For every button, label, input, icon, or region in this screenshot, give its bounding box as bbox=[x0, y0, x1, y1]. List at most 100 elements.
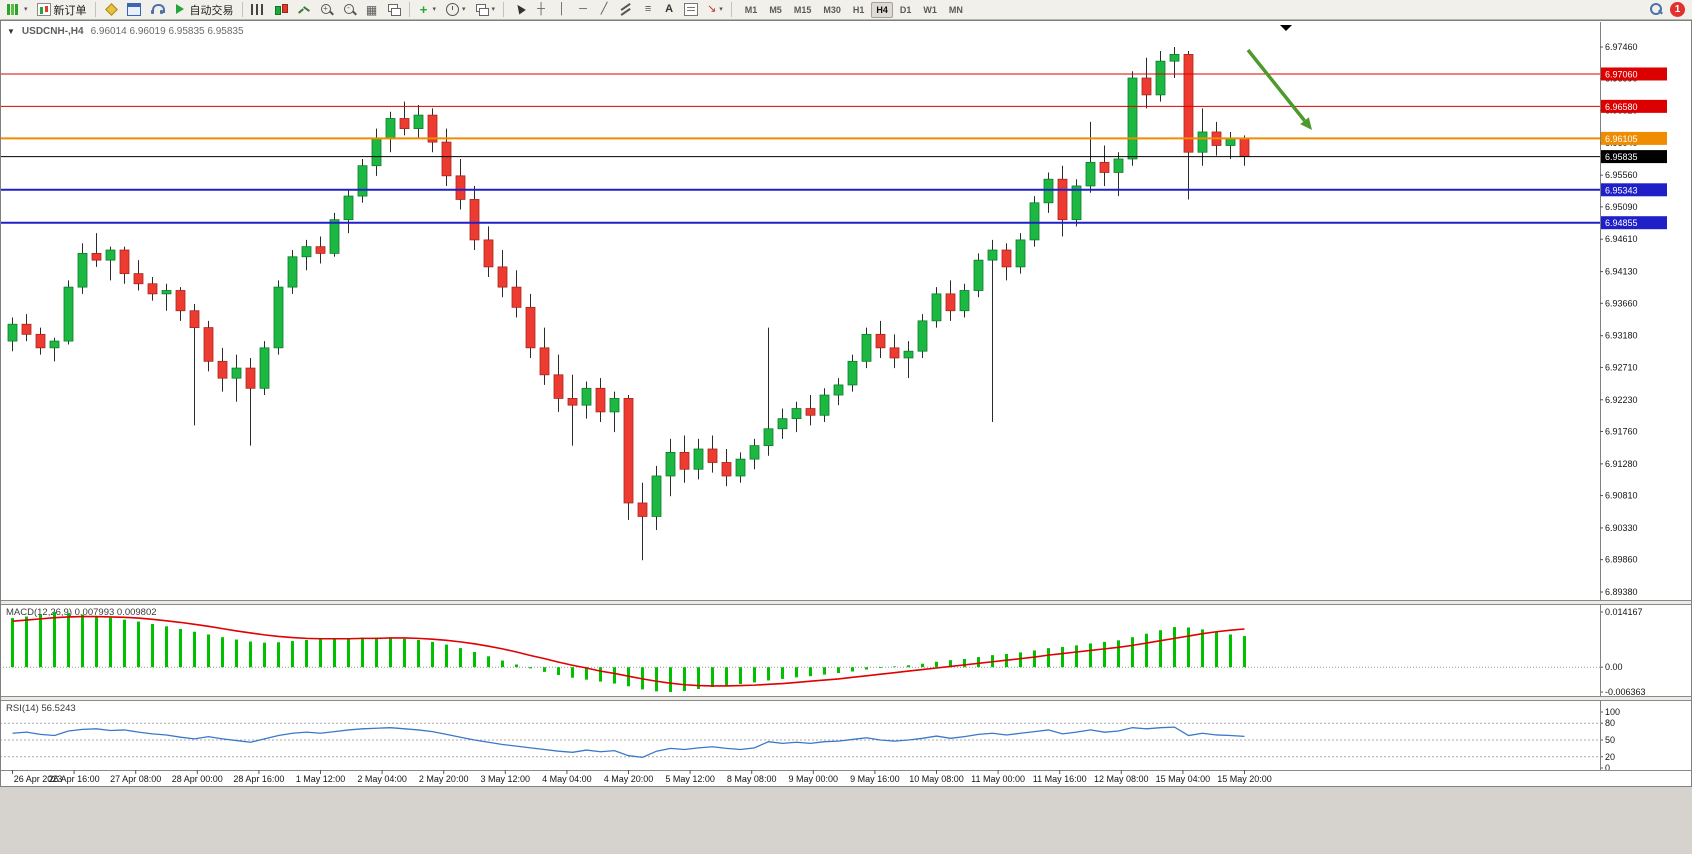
channel-tool-button[interactable] bbox=[615, 1, 637, 19]
vertical-line-tool-button[interactable]: │ bbox=[552, 1, 572, 19]
svg-text:6.91280: 6.91280 bbox=[1605, 459, 1638, 469]
templates-icon bbox=[475, 3, 489, 16]
crosshair-icon: ┼ bbox=[537, 3, 545, 15]
svg-text:12 May 08:00: 12 May 08:00 bbox=[1094, 774, 1149, 784]
chevron-down-icon: ▾ bbox=[719, 6, 723, 13]
price-tag bbox=[1601, 131, 1667, 145]
fibonacci-tool-button[interactable]: ≡ bbox=[638, 1, 658, 19]
svg-text:6.94130: 6.94130 bbox=[1605, 267, 1638, 277]
svg-text:-0.006363: -0.006363 bbox=[1605, 687, 1646, 697]
svg-text:6.90330: 6.90330 bbox=[1605, 523, 1638, 533]
toolbar-separator bbox=[408, 2, 410, 17]
chart-ohlc-values: 6.96014 6.96019 6.95835 6.95835 bbox=[90, 26, 244, 37]
svg-text:8 May 08:00: 8 May 08:00 bbox=[727, 774, 777, 784]
timeframe-m5[interactable]: M5 bbox=[769, 4, 782, 15]
svg-text:2 May 20:00: 2 May 20:00 bbox=[419, 774, 469, 784]
svg-text:6.95090: 6.95090 bbox=[1605, 202, 1638, 212]
arrow-tool-icon: ↘ bbox=[707, 3, 717, 15]
svg-text:6.97060: 6.97060 bbox=[1605, 69, 1638, 79]
chart-background bbox=[0, 20, 1692, 786]
level-lines-layer[interactable] bbox=[0, 48, 1600, 224]
timeframe-group: M1 M5 M15 M30 H1 H4 D1 W1 MN bbox=[740, 1, 968, 18]
below-chart-area bbox=[0, 786, 1692, 834]
data-window-button[interactable] bbox=[123, 1, 145, 19]
notification-badge[interactable]: 1 bbox=[1670, 2, 1685, 17]
svg-text:11 May 00:00: 11 May 00:00 bbox=[971, 774, 1025, 784]
new-order-button[interactable]: 新订单 bbox=[33, 1, 91, 19]
timeframe-m30[interactable]: M30 bbox=[823, 4, 841, 15]
chevron-down-icon: ▾ bbox=[462, 6, 466, 13]
svg-text:100: 100 bbox=[1605, 707, 1620, 717]
chart-canvas[interactable]: MACD(12,26,9) 0.007993 0.009802 0.014167 0… bbox=[0, 20, 1692, 834]
timeframe-m15[interactable]: M15 bbox=[793, 4, 812, 15]
timeframe-w1[interactable]: W1 bbox=[923, 4, 937, 15]
indicators-button[interactable]: + ▾ bbox=[414, 1, 441, 19]
svg-text:50: 50 bbox=[1605, 735, 1615, 745]
zoom-out-button[interactable] bbox=[339, 1, 361, 19]
timeframe-h4[interactable]: H4 bbox=[871, 1, 893, 18]
templates-button[interactable]: ▾ bbox=[471, 1, 500, 19]
cursor-tool-button[interactable] bbox=[508, 1, 530, 19]
zoom-in-icon bbox=[320, 3, 334, 16]
tile-windows-button[interactable]: ▦ bbox=[362, 1, 382, 19]
macd-signal-line bbox=[12, 615, 1245, 687]
indicators-plus-icon: + bbox=[419, 2, 428, 17]
timeframe-d1[interactable]: D1 bbox=[899, 4, 912, 15]
metaeditor-button[interactable] bbox=[100, 1, 122, 19]
new-chart-button[interactable]: ▾ bbox=[3, 1, 32, 19]
autotrading-button[interactable]: 自动交易 bbox=[169, 1, 238, 19]
svg-text:6.92710: 6.92710 bbox=[1605, 362, 1638, 372]
metaeditor-icon bbox=[104, 3, 118, 16]
cascade-windows-icon bbox=[387, 3, 401, 16]
autotrading-label: 自动交易 bbox=[189, 4, 234, 17]
horizontal-line-tool-button[interactable]: ─ bbox=[573, 1, 593, 19]
zoom-in-button[interactable] bbox=[316, 1, 338, 19]
svg-text:15 May 04:00: 15 May 04:00 bbox=[1156, 774, 1211, 784]
candlestick-button[interactable] bbox=[270, 1, 292, 19]
svg-text:27 Apr 08:00: 27 Apr 08:00 bbox=[110, 774, 161, 784]
search-icon bbox=[1649, 3, 1663, 16]
timeframe-m1[interactable]: M1 bbox=[744, 4, 758, 15]
one-click-trading-arrow[interactable]: ▼ bbox=[7, 27, 15, 36]
label-tool-button[interactable] bbox=[680, 1, 702, 19]
svg-text:9 May 00:00: 9 May 00:00 bbox=[789, 774, 839, 784]
svg-text:6.94855: 6.94855 bbox=[1605, 218, 1638, 228]
text-tool-button[interactable]: A bbox=[659, 1, 679, 19]
svg-text:6.89860: 6.89860 bbox=[1605, 555, 1638, 565]
chevron-down-icon: ▾ bbox=[24, 6, 28, 13]
svg-text:4 May 20:00: 4 May 20:00 bbox=[604, 774, 654, 784]
crosshair-tool-button[interactable]: ┼ bbox=[531, 1, 551, 19]
clock-icon bbox=[445, 3, 460, 16]
svg-text:6.91760: 6.91760 bbox=[1605, 426, 1638, 436]
bar-chart-button[interactable] bbox=[247, 1, 269, 19]
svg-text:26 Apr 2023: 26 Apr 2023 bbox=[14, 774, 63, 784]
text-tool-icon: A bbox=[665, 3, 674, 15]
svg-text:6.93660: 6.93660 bbox=[1605, 298, 1638, 308]
new-order-icon bbox=[36, 3, 51, 16]
chart-shift-marker[interactable] bbox=[1280, 25, 1292, 31]
svg-text:5 May 12:00: 5 May 12:00 bbox=[665, 774, 715, 784]
label-tool-icon bbox=[684, 3, 699, 16]
svg-text:0.014167: 0.014167 bbox=[1605, 607, 1643, 617]
macd-pane: MACD(12,26,9) 0.007993 0.009802 0.014167 0… bbox=[0, 607, 1646, 697]
periods-button[interactable]: ▾ bbox=[441, 1, 470, 19]
trendline-tool-button[interactable]: ╱ bbox=[594, 1, 614, 19]
chevron-down-icon: ▾ bbox=[432, 6, 437, 13]
chart-header: ▼ USDCNH-,H4 6.96014 6.96019 6.95835 6.9… bbox=[7, 26, 244, 37]
timeframe-h1[interactable]: H1 bbox=[852, 4, 865, 15]
line-chart-button[interactable] bbox=[293, 1, 315, 19]
svg-text:20: 20 bbox=[1605, 752, 1615, 762]
search-button[interactable] bbox=[1645, 1, 1667, 19]
bar-chart-icon bbox=[250, 4, 265, 15]
cascade-windows-button[interactable] bbox=[383, 1, 405, 19]
arrows-tool-button[interactable]: ↘ ▾ bbox=[703, 1, 727, 19]
toolbar-separator bbox=[730, 2, 732, 17]
price-tag bbox=[1601, 216, 1667, 230]
annotation-arrow[interactable] bbox=[1246, 48, 1306, 122]
support-button[interactable] bbox=[146, 1, 168, 19]
channel-icon bbox=[619, 3, 633, 16]
svg-text:6.92230: 6.92230 bbox=[1605, 395, 1638, 405]
timeframe-mn[interactable]: MN bbox=[948, 4, 963, 15]
